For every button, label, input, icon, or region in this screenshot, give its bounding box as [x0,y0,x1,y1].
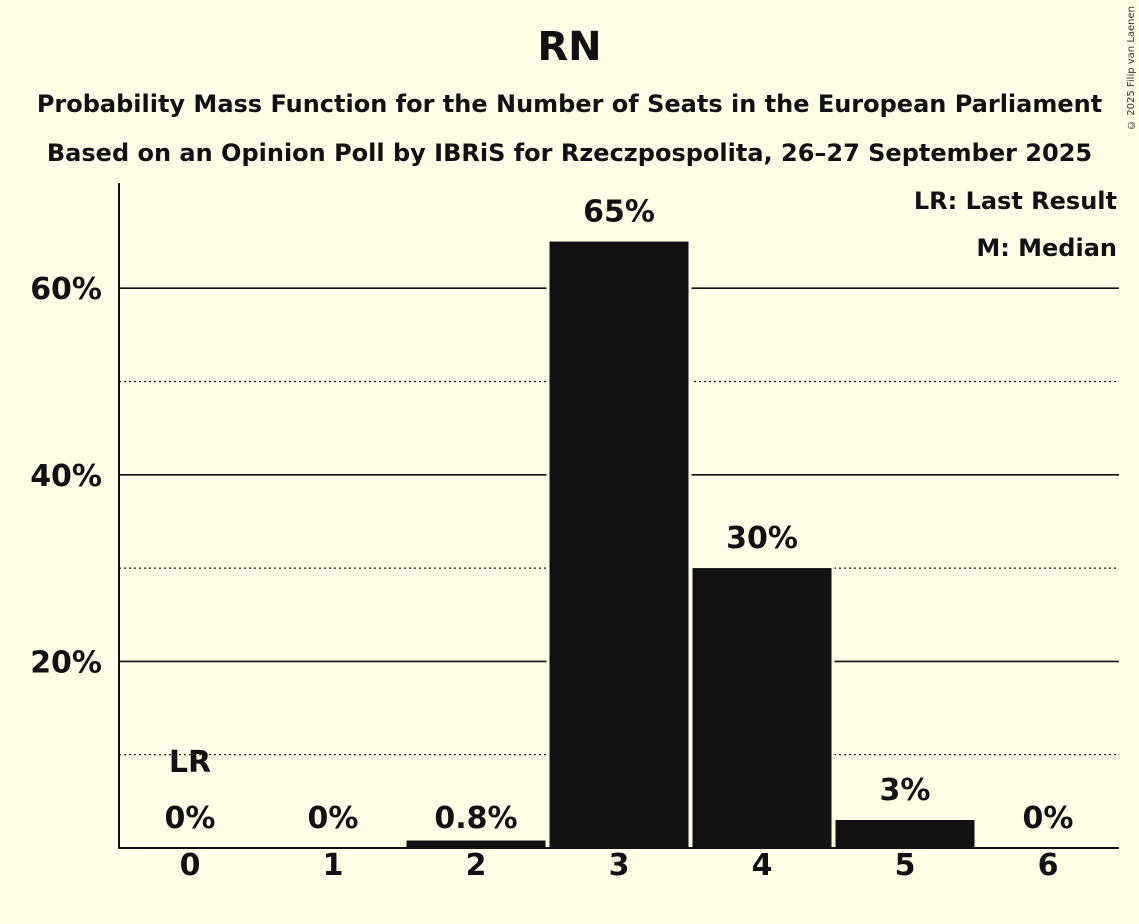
data-label: 0% [1023,801,1074,836]
data-label: 0.8% [434,801,517,836]
legend-entry: LR: Last Result [914,187,1117,215]
y-tick-label: 20% [30,645,102,680]
data-label: 0% [165,801,216,836]
bar [406,840,546,848]
legend: LR: Last Result M: Median [914,187,1117,262]
data-label: 65% [583,195,655,230]
x-tick-label: 3 [609,848,630,883]
median-marker: M [604,530,634,565]
y-tick-label: 40% [30,459,102,494]
bar [692,568,832,848]
x-tick-label: 1 [323,848,344,883]
chart-subtitle-1: Probability Mass Function for the Number… [36,90,1103,118]
data-label: 30% [726,521,798,556]
x-tick-label: 6 [1038,848,1059,883]
bar [549,241,689,849]
bar [835,820,975,848]
data-label: 0% [308,801,359,836]
data-label: 3% [880,773,931,808]
labels: 20%40%60%0 1 2 3 4 5 60% 0% 0.8%65%30%3%0%LRM [30,195,1073,883]
bars [403,238,978,849]
y-tick-label: 60% [30,272,102,307]
x-tick-label: 2 [466,848,487,883]
chart-subtitle-2: Based on an Opinion Poll by IBRiS for Rz… [46,139,1093,167]
x-tick-label: 0 [180,848,201,883]
legend-entry: M: Median [976,234,1117,262]
chart-title: RN [537,24,602,70]
x-tick-label: 5 [895,848,916,883]
x-tick-label: 4 [752,848,773,883]
axes [118,183,1119,849]
last-result-marker: LR [169,745,211,780]
